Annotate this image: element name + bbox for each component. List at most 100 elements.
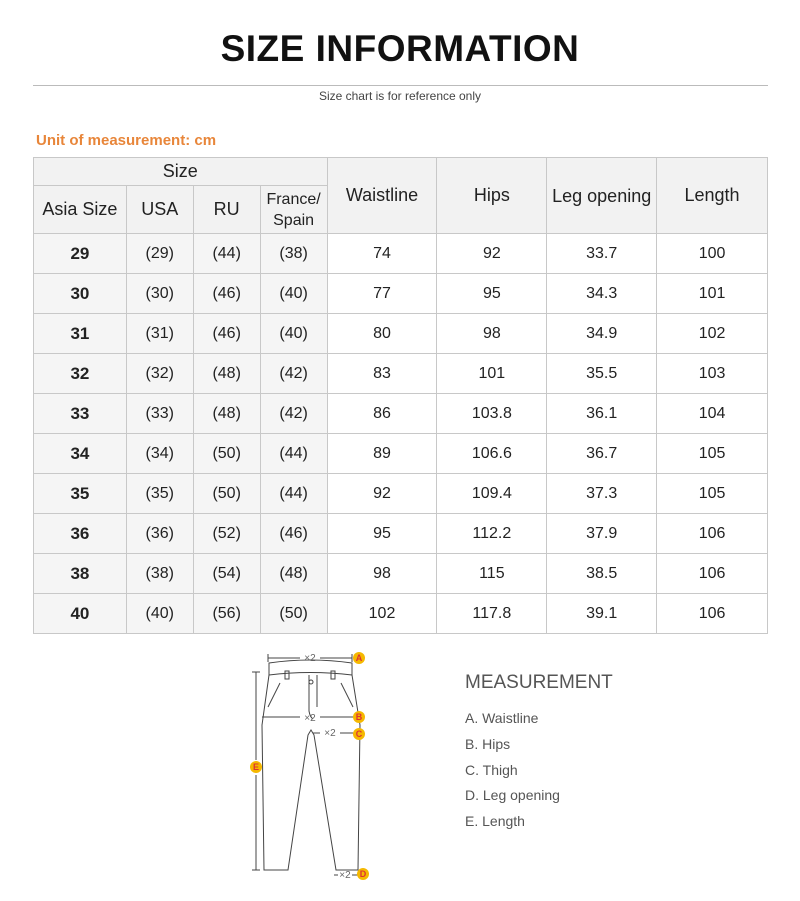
cell-france-spain: (40) (259, 313, 328, 354)
measurement-item-length: E. Length (465, 813, 525, 829)
table-row: 31 (31) (46) (40) 80 98 34.9 102 (33, 313, 768, 354)
header-length: Length (656, 157, 768, 234)
cell-hips: 101 (436, 353, 548, 394)
cell-length: 101 (656, 273, 768, 314)
cell-ru: (50) (192, 433, 261, 474)
multiplier-d: ×2 (339, 870, 351, 881)
divider (33, 85, 768, 86)
cell-leg-opening: 37.9 (546, 513, 658, 554)
cell-asia-size: 36 (33, 513, 127, 554)
table-row: 34 (34) (50) (44) 89 106.6 36.7 105 (33, 433, 768, 474)
table-row: 33 (33) (48) (42) 86 103.8 36.1 104 (33, 393, 768, 434)
table-row: 32 (32) (48) (42) 83 101 35.5 103 (33, 353, 768, 394)
cell-leg-opening: 33.7 (546, 233, 658, 274)
marker-e: E (253, 762, 259, 772)
cell-france-spain: (48) (259, 553, 328, 594)
cell-leg-opening: 39.1 (546, 593, 658, 634)
cell-ru: (44) (192, 233, 261, 274)
cell-ru: (56) (192, 593, 261, 634)
subtitle: Size chart is for reference only (318, 89, 482, 103)
cell-ru: (48) (192, 393, 261, 434)
cell-hips: 98 (436, 313, 548, 354)
cell-hips: 115 (436, 553, 548, 594)
pants-diagram: ×2 ×2 ×2 ×2 A B C D E (250, 652, 369, 881)
cell-france-spain: (50) (259, 593, 328, 634)
cell-hips: 95 (436, 273, 548, 314)
table-row: 29 (29) (44) (38) 74 92 33.7 100 (33, 233, 768, 274)
table-row: 40 (40) (56) (50) 102 117.8 39.1 106 (33, 593, 768, 634)
cell-hips: 117.8 (436, 593, 548, 634)
cell-length: 106 (656, 513, 768, 554)
cell-ru: (54) (192, 553, 261, 594)
cell-waistline: 92 (326, 473, 438, 514)
cell-leg-opening: 38.5 (546, 553, 658, 594)
cell-length: 105 (656, 473, 768, 514)
cell-france-spain: (46) (259, 513, 328, 554)
cell-france-spain: (42) (259, 393, 328, 434)
cell-usa: (35) (125, 473, 194, 514)
header-usa: USA (125, 185, 194, 234)
size-table: Size Waistline Hips Leg opening Length A… (33, 157, 768, 634)
cell-usa: (29) (125, 233, 194, 274)
header-waistline: Waistline (326, 157, 438, 234)
cell-usa: (40) (125, 593, 194, 634)
multiplier-b: ×2 (304, 713, 316, 724)
cell-hips: 109.4 (436, 473, 548, 514)
cell-france-spain: (42) (259, 353, 328, 394)
measurement-item-waistline: A. Waistline (465, 710, 539, 726)
page-title: SIZE INFORMATION (220, 28, 580, 69)
cell-waistline: 89 (326, 433, 438, 474)
cell-length: 106 (656, 593, 768, 634)
cell-asia-size: 40 (33, 593, 127, 634)
table-row: 38 (38) (54) (48) 98 115 38.5 106 (33, 553, 768, 594)
marker-d: D (360, 869, 367, 879)
header-hips: Hips (436, 157, 548, 234)
header-leg-opening: Leg opening (546, 157, 658, 234)
cell-length: 105 (656, 433, 768, 474)
cell-length: 100 (656, 233, 768, 274)
cell-ru: (46) (192, 313, 261, 354)
measurement-item-leg-opening: D. Leg opening (465, 787, 560, 803)
cell-leg-opening: 37.3 (546, 473, 658, 514)
header-ru: RU (192, 185, 261, 234)
cell-usa: (33) (125, 393, 194, 434)
cell-france-spain: (38) (259, 233, 328, 274)
size-group-header: Size (33, 157, 328, 186)
cell-usa: (34) (125, 433, 194, 474)
cell-usa: (31) (125, 313, 194, 354)
cell-france-spain: (40) (259, 273, 328, 314)
cell-hips: 106.6 (436, 433, 548, 474)
cell-waistline: 95 (326, 513, 438, 554)
cell-asia-size: 30 (33, 273, 127, 314)
cell-waistline: 77 (326, 273, 438, 314)
cell-length: 103 (656, 353, 768, 394)
cell-waistline: 102 (326, 593, 438, 634)
cell-waistline: 98 (326, 553, 438, 594)
cell-hips: 92 (436, 233, 548, 274)
cell-france-spain: (44) (259, 433, 328, 474)
cell-leg-opening: 34.3 (546, 273, 658, 314)
cell-asia-size: 34 (33, 433, 127, 474)
cell-asia-size: 32 (33, 353, 127, 394)
header-france-spain: France/ Spain (259, 185, 328, 234)
marker-c: C (356, 729, 363, 739)
cell-asia-size: 29 (33, 233, 127, 274)
cell-france-spain: (44) (259, 473, 328, 514)
cell-usa: (38) (125, 553, 194, 594)
multiplier-a: ×2 (304, 653, 316, 664)
cell-hips: 112.2 (436, 513, 548, 554)
cell-usa: (30) (125, 273, 194, 314)
cell-leg-opening: 35.5 (546, 353, 658, 394)
unit-label: Unit of measurement: cm (36, 132, 217, 149)
cell-leg-opening: 34.9 (546, 313, 658, 354)
cell-asia-size: 38 (33, 553, 127, 594)
cell-asia-size: 35 (33, 473, 127, 514)
cell-waistline: 74 (326, 233, 438, 274)
marker-b: B (356, 712, 363, 722)
measurement-item-thigh: C. Thigh (465, 762, 518, 778)
marker-a: A (356, 653, 363, 663)
header-asia-size: Asia Size (33, 185, 127, 234)
cell-asia-size: 33 (33, 393, 127, 434)
multiplier-c: ×2 (324, 728, 336, 739)
cell-usa: (36) (125, 513, 194, 554)
